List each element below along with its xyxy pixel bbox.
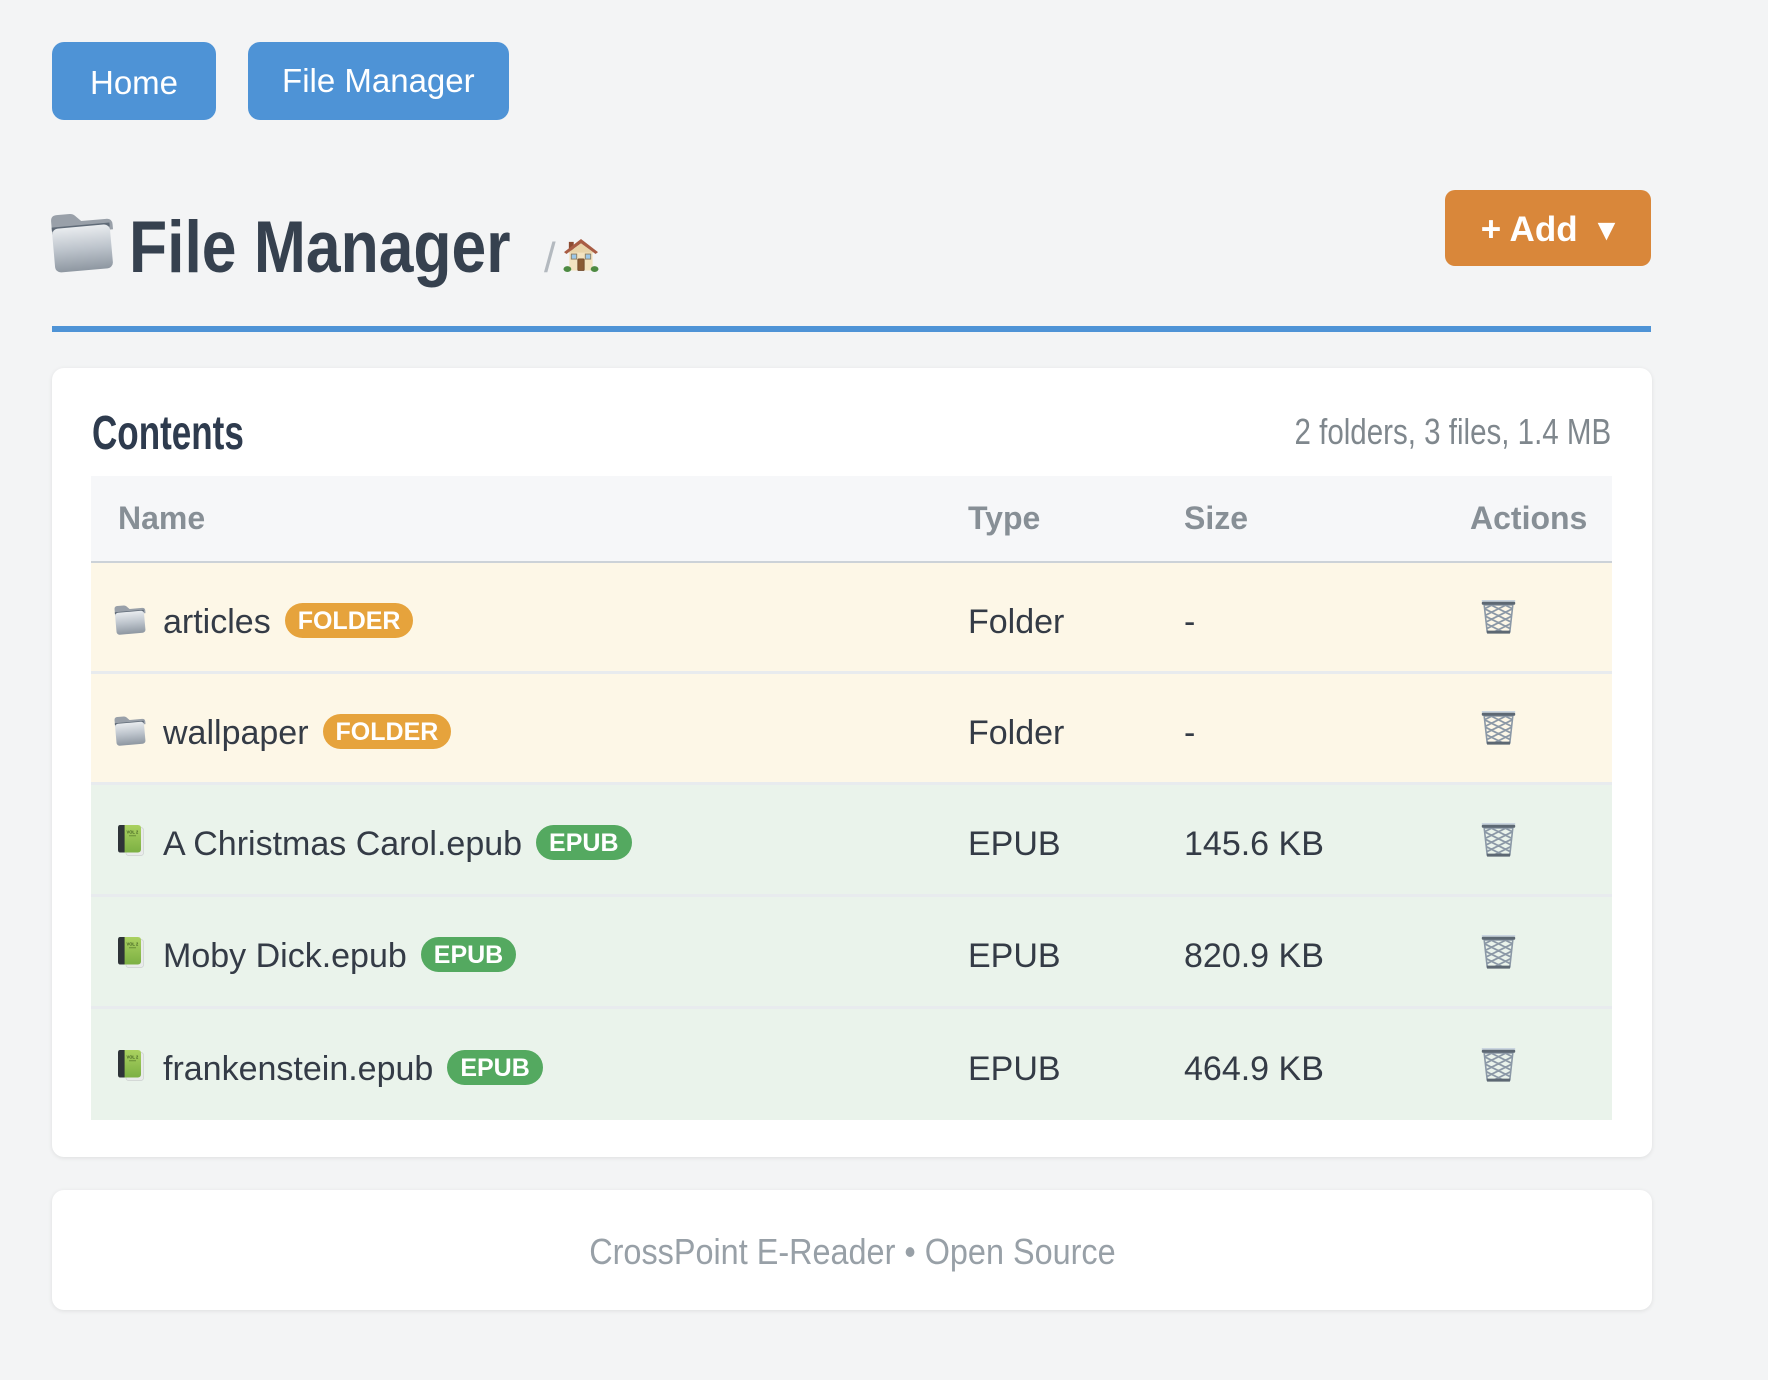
- svg-text:VOL 2: VOL 2: [127, 830, 139, 835]
- svg-text:VOL 2: VOL 2: [127, 942, 139, 947]
- svg-text:VOL 2: VOL 2: [127, 1055, 139, 1060]
